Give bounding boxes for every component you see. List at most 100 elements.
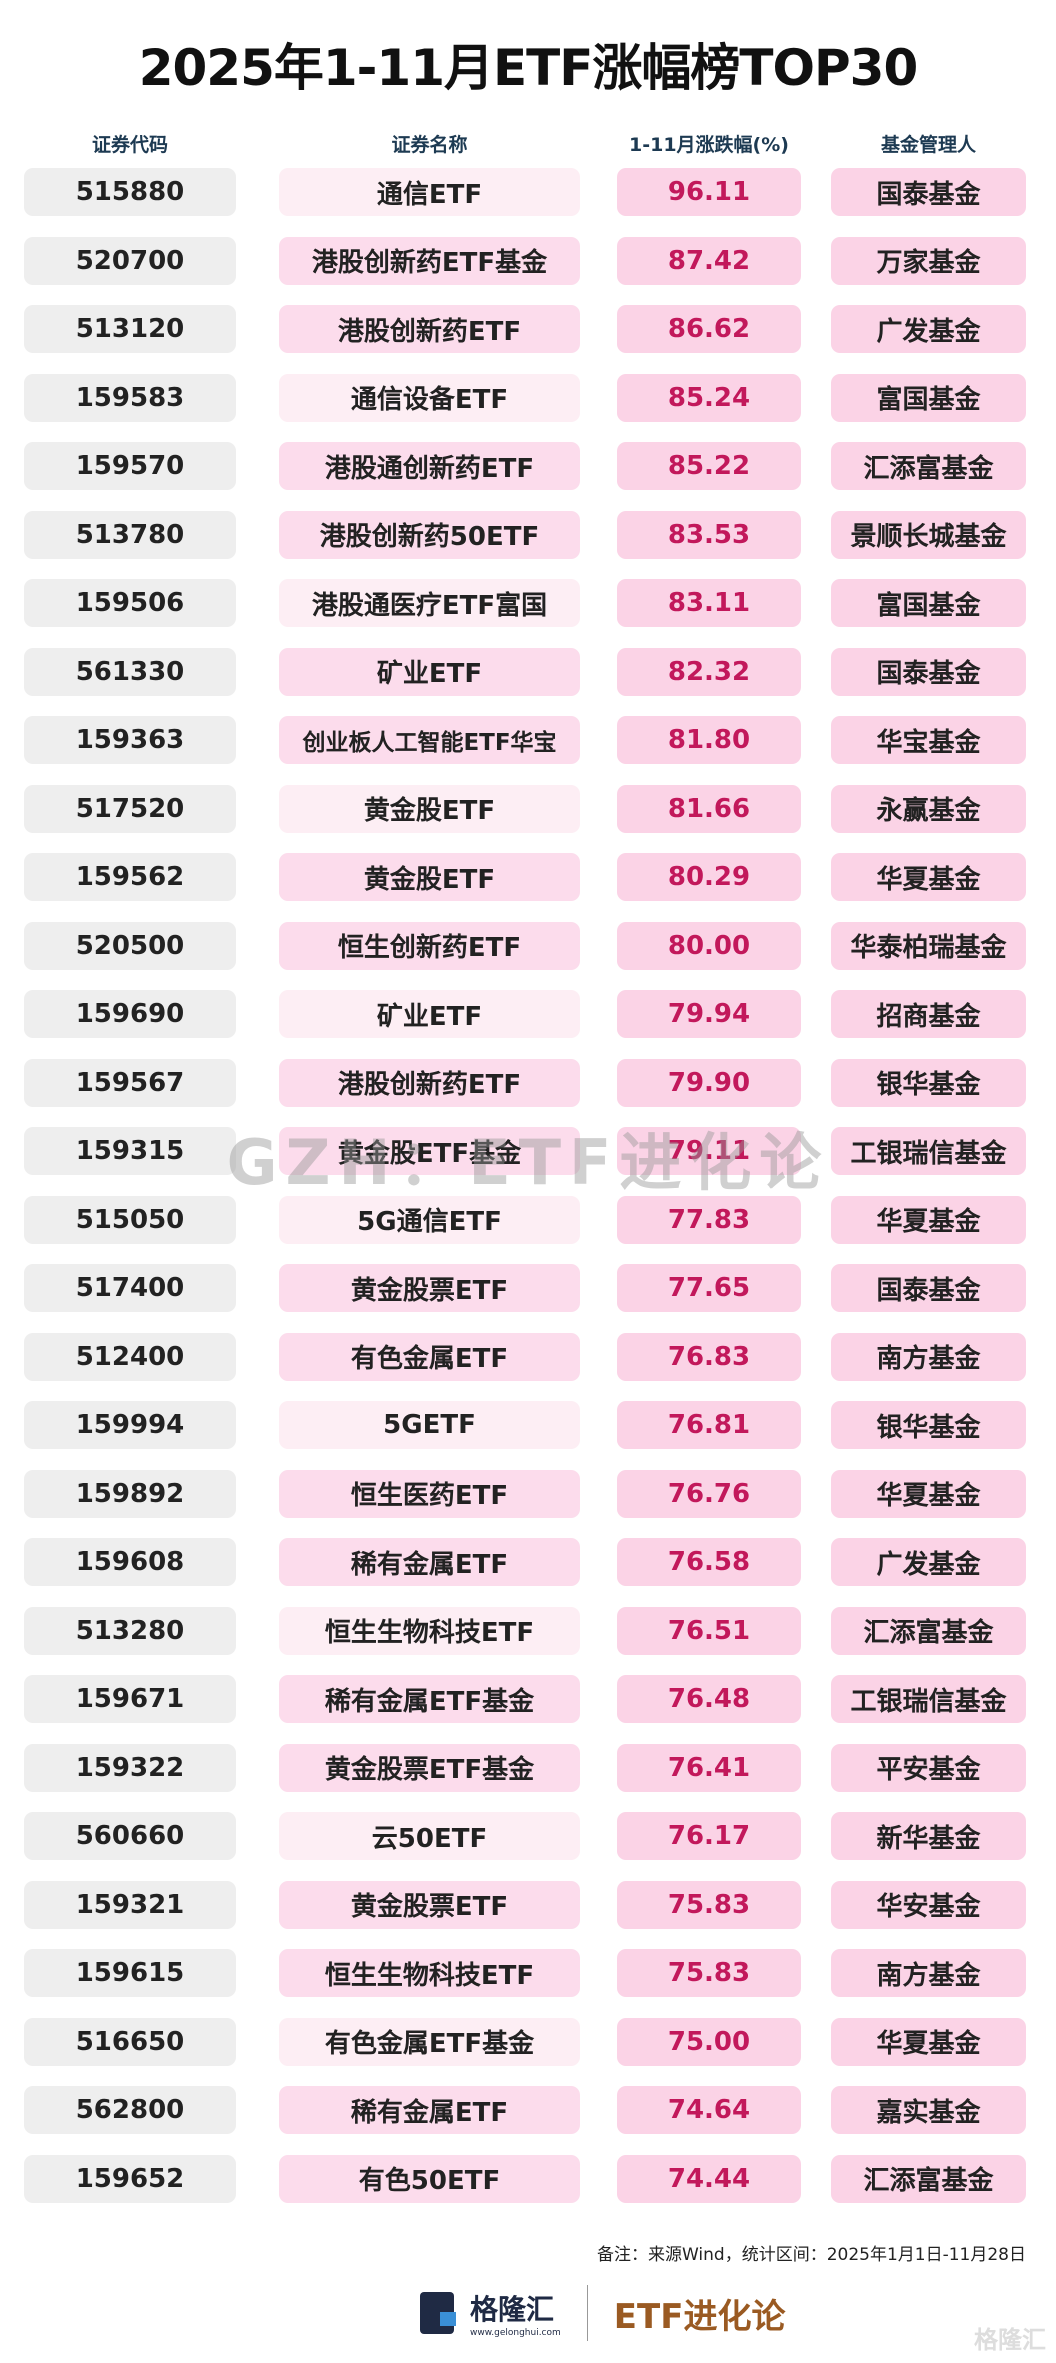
cell-name: 稀有金属ETF bbox=[279, 1538, 580, 1586]
cell-change: 79.90 bbox=[617, 1058, 801, 1107]
cell-name: 创业板人工智能ETF华宝 bbox=[279, 716, 580, 764]
cell-code: 520500 bbox=[24, 921, 236, 970]
footer: 格隆汇 www.gelonghui.com ETF进化论 bbox=[420, 2285, 785, 2341]
cell-code: 561330 bbox=[24, 647, 236, 696]
cell-code: 562800 bbox=[24, 2086, 236, 2134]
cell-code: 159615 bbox=[24, 1949, 236, 1997]
cell-name: 港股创新药ETF基金 bbox=[279, 236, 580, 285]
cell-change: 82.32 bbox=[617, 647, 801, 696]
cell-change: 81.80 bbox=[617, 716, 801, 764]
cell-name: 恒生创新药ETF bbox=[279, 921, 580, 970]
cell-manager: 工银瑞信基金 bbox=[831, 1127, 1026, 1175]
table-row: 562800 稀有金属ETF 74.64 嘉实基金 bbox=[0, 2086, 1056, 2136]
table-row: 159583 通信设备ETF 85.24 富国基金 bbox=[0, 373, 1056, 424]
cell-code: 513780 bbox=[24, 510, 236, 559]
cell-name: 矿业ETF bbox=[279, 647, 580, 696]
cell-manager: 广发基金 bbox=[831, 1538, 1026, 1586]
brand-name: 格隆汇 bbox=[470, 2293, 555, 2326]
table-row: 515050 5G通信ETF 77.83 华夏基金 bbox=[0, 1195, 1056, 1246]
cell-manager: 招商基金 bbox=[831, 990, 1026, 1038]
header-change: 1-11月涨跌幅(%) bbox=[629, 134, 789, 156]
cell-name: 港股创新药50ETF bbox=[279, 510, 580, 559]
gelonghui-logo-icon bbox=[420, 2292, 456, 2334]
cell-manager: 国泰基金 bbox=[831, 1264, 1026, 1312]
cell-manager: 富国基金 bbox=[831, 373, 1026, 422]
cell-manager: 华夏基金 bbox=[831, 1195, 1026, 1244]
table-row: 520700 港股创新药ETF基金 87.42 万家基金 bbox=[0, 236, 1056, 287]
cell-code: 515050 bbox=[24, 1195, 236, 1244]
cell-code: 159315 bbox=[24, 1127, 236, 1175]
table-row: 513120 港股创新药ETF 86.62 广发基金 bbox=[0, 305, 1056, 355]
cell-manager: 富国基金 bbox=[831, 579, 1026, 627]
cell-code: 159363 bbox=[24, 716, 236, 764]
cell-name: 黄金股ETF基金 bbox=[279, 1127, 580, 1175]
cell-name: 恒生医药ETF bbox=[279, 1469, 580, 1518]
cell-manager: 银华基金 bbox=[831, 1401, 1026, 1449]
cell-manager: 嘉实基金 bbox=[831, 2086, 1026, 2134]
cell-code: 520700 bbox=[24, 236, 236, 285]
cell-change: 86.62 bbox=[617, 305, 801, 353]
table-row: 513280 恒生生物科技ETF 76.51 汇添富基金 bbox=[0, 1606, 1056, 1657]
cell-name: 稀有金属ETF bbox=[279, 2086, 580, 2134]
cell-code: 517400 bbox=[24, 1264, 236, 1312]
cell-manager: 汇添富基金 bbox=[831, 1606, 1026, 1655]
cell-name: 5G通信ETF bbox=[279, 1195, 580, 1244]
cell-name: 通信ETF bbox=[279, 168, 580, 216]
table-row: 513780 港股创新药50ETF 83.53 景顺长城基金 bbox=[0, 510, 1056, 561]
cell-manager: 国泰基金 bbox=[831, 168, 1026, 216]
cell-manager: 华宝基金 bbox=[831, 716, 1026, 764]
cell-code: 159690 bbox=[24, 990, 236, 1038]
cell-name: 港股通医疗ETF富国 bbox=[279, 579, 580, 627]
cell-code: 159506 bbox=[24, 579, 236, 627]
cell-change: 76.83 bbox=[617, 1332, 801, 1381]
cell-code: 159994 bbox=[24, 1401, 236, 1449]
cell-code: 159583 bbox=[24, 373, 236, 422]
cell-change: 75.83 bbox=[617, 1949, 801, 1997]
cell-change: 80.29 bbox=[617, 853, 801, 901]
cell-change: 87.42 bbox=[617, 236, 801, 285]
cell-change: 85.22 bbox=[617, 442, 801, 490]
table-row: 159608 稀有金属ETF 76.58 广发基金 bbox=[0, 1538, 1056, 1588]
cell-code: 159608 bbox=[24, 1538, 236, 1586]
cell-change: 74.64 bbox=[617, 2086, 801, 2134]
cell-manager: 银华基金 bbox=[831, 1058, 1026, 1107]
cell-manager: 华夏基金 bbox=[831, 2017, 1026, 2066]
column-name: ETF进化论 bbox=[613, 2296, 786, 2337]
cell-change: 76.17 bbox=[617, 1812, 801, 1860]
cell-change: 77.83 bbox=[617, 1195, 801, 1244]
table-row: 159994 5GETF 76.81 银华基金 bbox=[0, 1401, 1056, 1451]
cell-code: 515880 bbox=[24, 168, 236, 216]
cell-name: 黄金股ETF bbox=[279, 853, 580, 901]
cell-manager: 汇添富基金 bbox=[831, 2154, 1026, 2203]
table-row: 159506 港股通医疗ETF富国 83.11 富国基金 bbox=[0, 579, 1056, 629]
header-code: 证券代码 bbox=[91, 134, 168, 156]
table-row: 517400 黄金股票ETF 77.65 国泰基金 bbox=[0, 1264, 1056, 1314]
table-row: 515880 通信ETF 96.11 国泰基金 bbox=[0, 168, 1056, 218]
cell-change: 79.94 bbox=[617, 990, 801, 1038]
table-row: 159615 恒生生物科技ETF 75.83 南方基金 bbox=[0, 1949, 1056, 1999]
cell-change: 79.11 bbox=[617, 1127, 801, 1175]
cell-change: 75.83 bbox=[617, 1880, 801, 1929]
table-row: 159652 有色50ETF 74.44 汇添富基金 bbox=[0, 2154, 1056, 2205]
table-row: 159671 稀有金属ETF基金 76.48 工银瑞信基金 bbox=[0, 1675, 1056, 1725]
cell-change: 76.41 bbox=[617, 1743, 801, 1792]
cell-name: 恒生生物科技ETF bbox=[279, 1949, 580, 1997]
cell-name: 通信设备ETF bbox=[279, 373, 580, 422]
watermark: GZH：ETF进化论 bbox=[226, 1126, 830, 1199]
cell-name: 有色金属ETF基金 bbox=[279, 2017, 580, 2066]
cell-code: 159892 bbox=[24, 1469, 236, 1518]
cell-name: 黄金股票ETF bbox=[279, 1880, 580, 1929]
cell-name: 云50ETF bbox=[279, 1812, 580, 1860]
cell-change: 75.00 bbox=[617, 2017, 801, 2066]
table-row: 512400 有色金属ETF 76.83 南方基金 bbox=[0, 1332, 1056, 1383]
cell-code: 517520 bbox=[24, 784, 236, 833]
cell-manager: 广发基金 bbox=[831, 305, 1026, 353]
cell-manager: 国泰基金 bbox=[831, 647, 1026, 696]
cell-code: 513280 bbox=[24, 1606, 236, 1655]
table-row: 159321 黄金股票ETF 75.83 华安基金 bbox=[0, 1880, 1056, 1931]
cell-code: 159652 bbox=[24, 2154, 236, 2203]
cell-manager: 永赢基金 bbox=[831, 784, 1026, 833]
cell-manager: 南方基金 bbox=[831, 1949, 1026, 1997]
table-row: 516650 有色金属ETF基金 75.00 华夏基金 bbox=[0, 2017, 1056, 2068]
corner-watermark: 格隆汇 bbox=[974, 2326, 1046, 2354]
